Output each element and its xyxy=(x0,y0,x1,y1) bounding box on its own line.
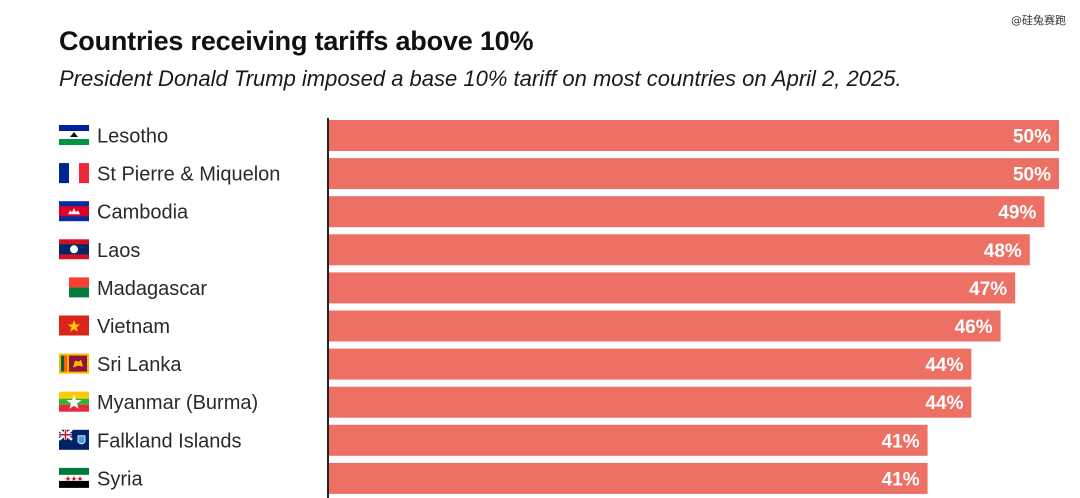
sri-lanka-flag-icon xyxy=(59,353,89,374)
value-label-myanmar-burma: 44% xyxy=(925,393,963,414)
myanmar-flag-icon xyxy=(59,391,89,412)
bar-vietnam xyxy=(329,310,1001,342)
value-label-lesotho: 50% xyxy=(1013,127,1051,148)
syria-flag-icon xyxy=(59,467,89,488)
vietnam-flag-icon xyxy=(59,315,89,336)
bar-madagascar xyxy=(329,272,1016,304)
bar-myanmar-burma xyxy=(329,386,972,418)
category-label-madagascar: Madagascar xyxy=(97,278,207,300)
category-label-lesotho: Lesotho xyxy=(97,126,168,148)
category-label-laos: Laos xyxy=(97,240,140,262)
bar-sri-lanka xyxy=(329,348,972,380)
laos-flag-icon xyxy=(59,239,89,260)
bar-falkland-islands xyxy=(329,424,928,456)
bar-cambodia xyxy=(329,196,1045,228)
category-label-cambodia: Cambodia xyxy=(97,202,189,224)
category-label-st-pierre-miquelon: St Pierre & Miquelon xyxy=(97,164,280,186)
value-label-cambodia: 49% xyxy=(998,203,1036,224)
cambodia-flag-icon xyxy=(59,201,89,222)
chart-subtitle: President Donald Trump imposed a base 10… xyxy=(59,66,902,91)
category-label-vietnam: Vietnam xyxy=(97,316,170,338)
madagascar-flag-icon xyxy=(69,277,89,298)
bar-lesotho xyxy=(329,120,1059,151)
category-label-myanmar-burma: Myanmar (Burma) xyxy=(97,392,258,414)
value-label-syria: 41% xyxy=(882,469,920,490)
value-label-sri-lanka: 44% xyxy=(925,355,963,376)
value-label-laos: 48% xyxy=(984,241,1022,262)
category-label-syria: Syria xyxy=(97,468,143,490)
chart-title: Countries receiving tariffs above 10% xyxy=(59,26,534,56)
value-label-vietnam: 46% xyxy=(955,317,993,338)
value-label-st-pierre-miquelon: 50% xyxy=(1013,165,1051,186)
bar-st-pierre-miquelon xyxy=(329,158,1059,190)
category-label-falkland-islands: Falkland Islands xyxy=(97,430,242,452)
bar-syria xyxy=(329,462,928,494)
value-label-madagascar: 47% xyxy=(969,279,1007,300)
category-label-sri-lanka: Sri Lanka xyxy=(97,354,182,376)
france-flag-icon xyxy=(59,163,89,184)
lesotho-flag-icon xyxy=(59,125,89,145)
value-label-falkland-islands: 41% xyxy=(882,431,920,452)
bar-laos xyxy=(329,234,1030,266)
falkland-islands-flag-icon xyxy=(58,428,89,450)
watermark: @硅兔赛跑 xyxy=(1011,14,1066,27)
